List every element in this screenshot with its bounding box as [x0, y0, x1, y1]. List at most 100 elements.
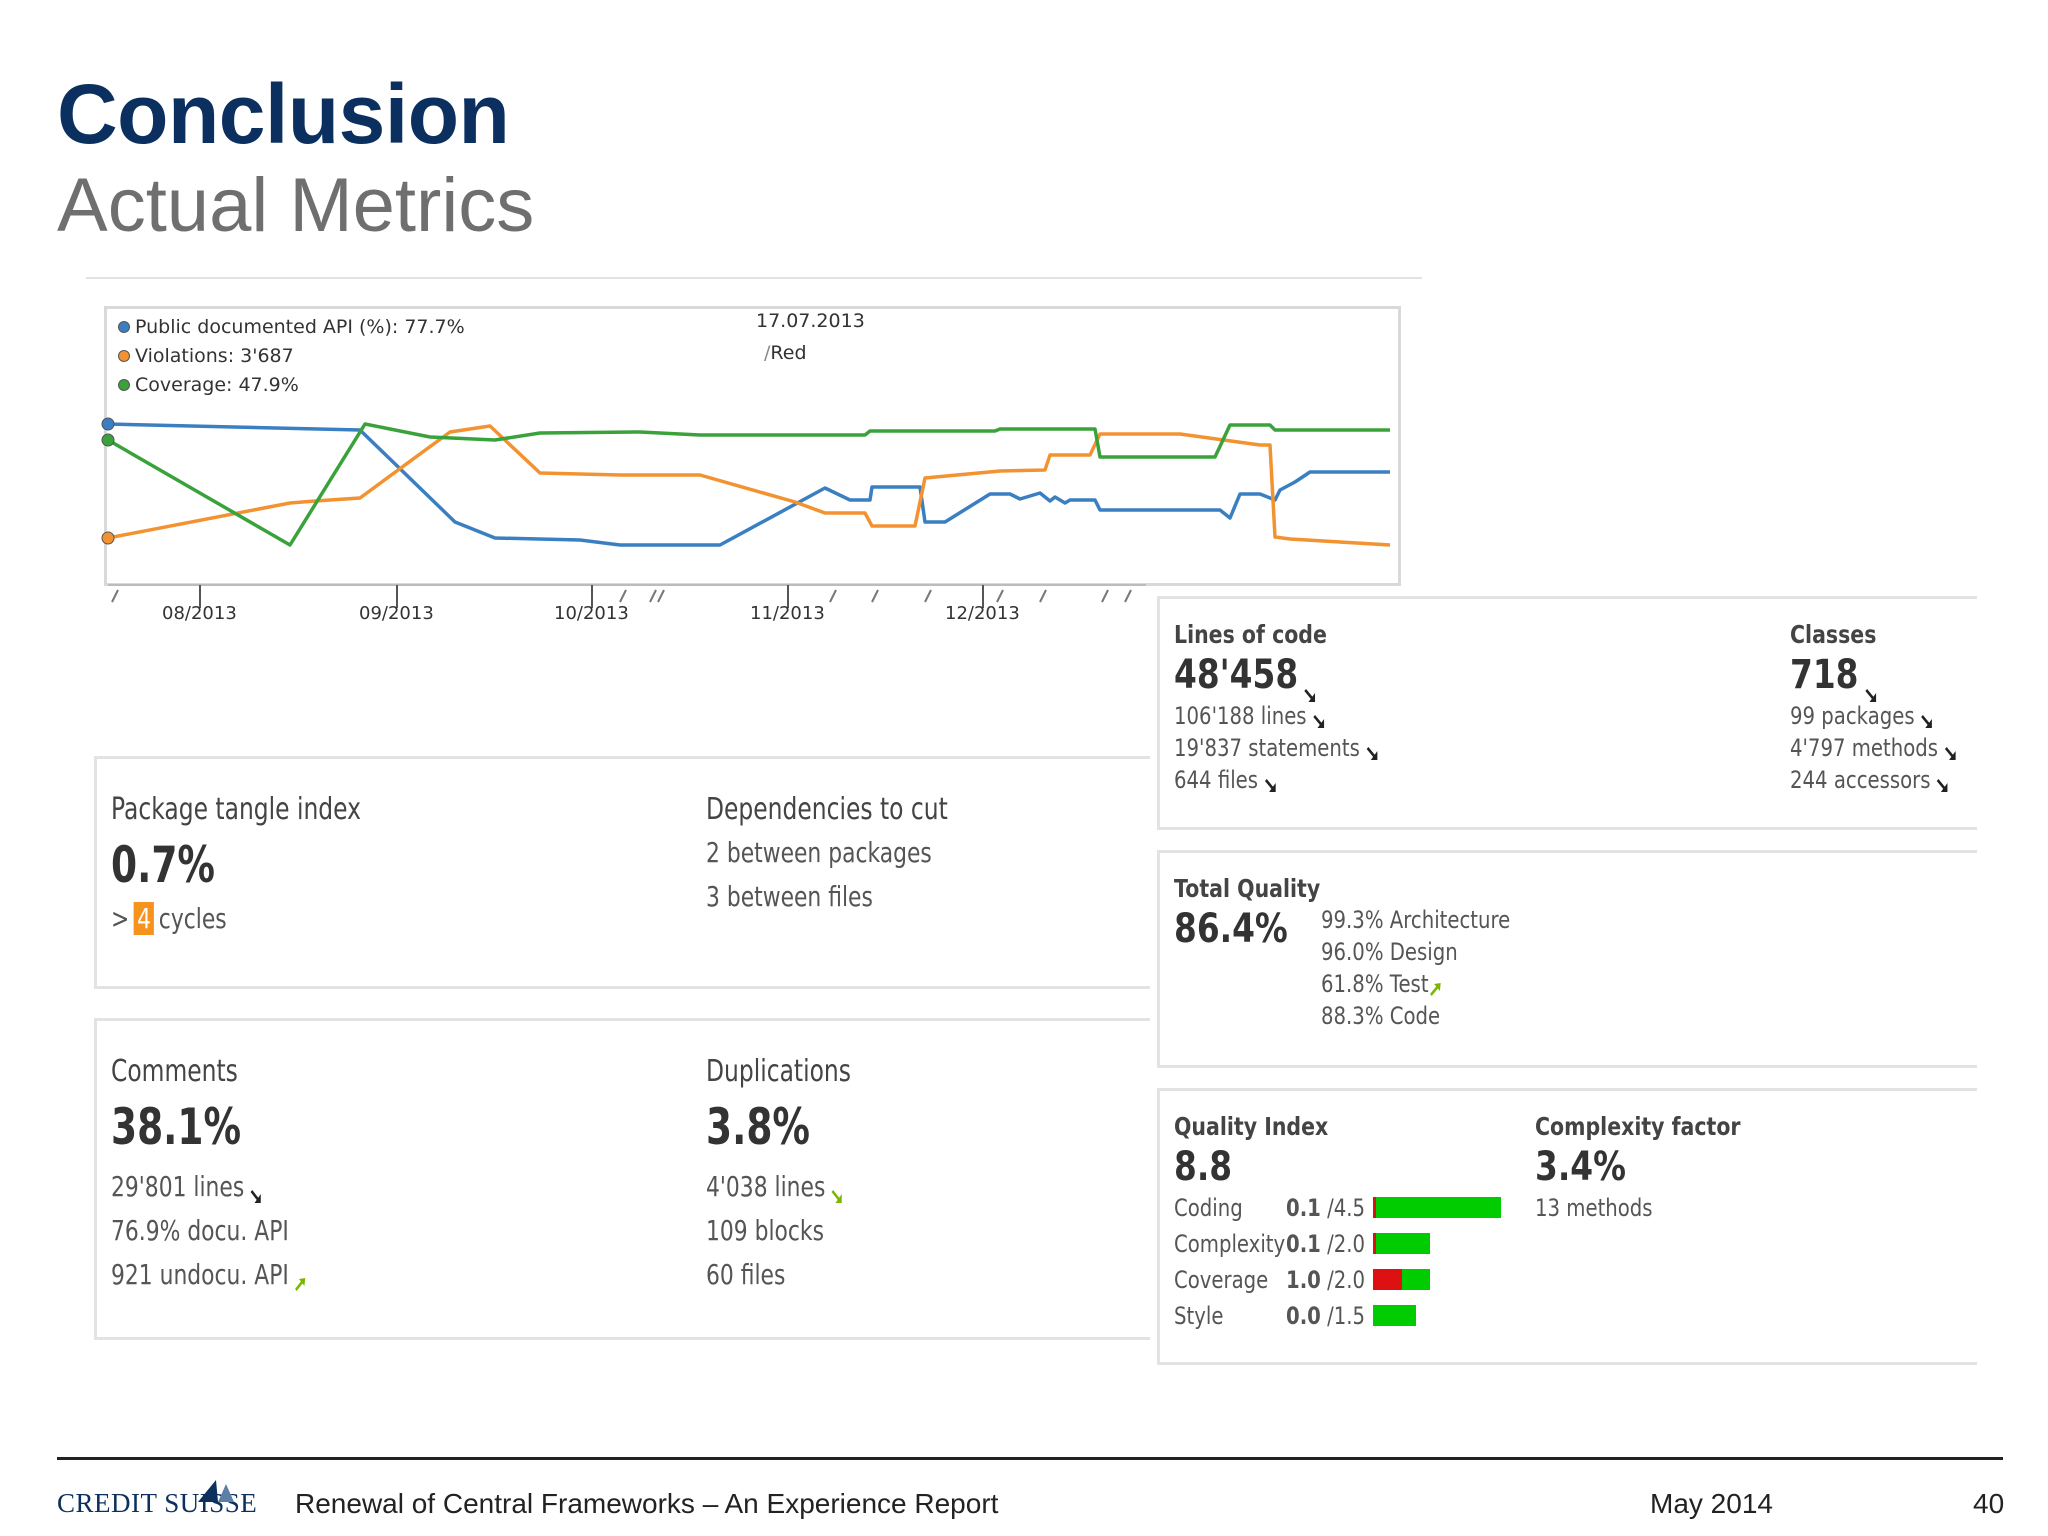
axis-break-mark — [649, 589, 657, 603]
qi-bar-penalty — [1373, 1269, 1402, 1290]
cycles-count-badge[interactable]: 4 — [133, 902, 155, 935]
quality-design[interactable]: 96.0% Design — [1321, 938, 1458, 966]
chart-date: 17.07.2013 — [756, 310, 865, 332]
physical-lines[interactable]: 106'188 lines — [1174, 702, 1326, 730]
series-start-point[interactable] — [101, 531, 115, 545]
api-series-line — [107, 422, 1390, 547]
comments-panel — [94, 1018, 1150, 1340]
qi-row-score[interactable]: 0.1 /4.5 — [1286, 1194, 1366, 1222]
trend-down-icon — [1920, 708, 1935, 728]
comments-label: Comments — [111, 1054, 238, 1089]
comments-lines[interactable]: 29'801 lines — [111, 1170, 263, 1203]
legend-label: Coverage: 47.9% — [135, 373, 299, 396]
metrics-chart — [101, 417, 1391, 608]
x-tick-label: 08/2013 — [162, 603, 237, 624]
coverage-series-line — [107, 422, 1390, 547]
qi-row-score[interactable]: 0.1 /2.0 — [1286, 1230, 1366, 1258]
lines-of-code-label: Lines of code — [1174, 620, 1327, 649]
duplications-lines[interactable]: 4'038 lines — [706, 1170, 844, 1203]
duplications-files[interactable]: 60 files — [706, 1258, 786, 1291]
packages-count[interactable]: 99 packages — [1790, 702, 1934, 730]
axis-break-mark — [924, 589, 932, 603]
trend-down-icon — [1365, 740, 1380, 760]
dependencies-packages[interactable]: 2 between packages — [706, 836, 932, 869]
quality-test[interactable]: 61.8% Test — [1321, 970, 1443, 998]
total-quality-label: Total Quality — [1174, 874, 1321, 903]
axis-break-mark — [871, 589, 879, 603]
axis-break-mark — [657, 589, 665, 603]
package-tangle-panel — [94, 756, 1150, 989]
legend-item[interactable]: Violations: 3'687 — [118, 341, 465, 370]
lines-of-code-value[interactable]: 48'458 — [1174, 652, 1318, 702]
trend-down-icon — [1303, 668, 1318, 702]
qi-row-name: Coverage — [1174, 1266, 1269, 1294]
size-panel — [1157, 596, 1977, 830]
title-divider — [86, 277, 1422, 279]
trend-down-icon — [1263, 772, 1278, 792]
axis-break-mark — [1101, 589, 1109, 603]
duplications-label: Duplications — [706, 1054, 851, 1089]
qi-row-score[interactable]: 0.0 /1.5 — [1286, 1302, 1366, 1330]
quality-architecture[interactable]: 99.3% Architecture — [1321, 906, 1511, 934]
footer-divider — [57, 1457, 2003, 1460]
qi-row-score[interactable]: 1.0 /2.0 — [1286, 1266, 1366, 1294]
duplications-blocks[interactable]: 109 blocks — [706, 1214, 824, 1247]
duplications-value[interactable]: 3.8% — [706, 1098, 811, 1156]
qi-bar-remaining — [1401, 1269, 1430, 1290]
complexity-factor-value[interactable]: 3.4% — [1535, 1144, 1626, 1190]
quality-index-value[interactable]: 8.8 — [1174, 1144, 1233, 1190]
trend-down-icon — [249, 1179, 263, 1203]
legend-item[interactable]: Public documented API (%): 77.7% — [118, 312, 465, 341]
package-tangle-value[interactable]: 0.7% — [111, 836, 216, 894]
classes-value[interactable]: 718 — [1790, 652, 1878, 702]
package-cycles: >4 cycles — [111, 902, 227, 935]
footer-date: May 2014 — [1650, 1488, 1773, 1519]
qi-row-bar[interactable] — [1373, 1233, 1430, 1254]
qi-row-name: Complexity — [1174, 1230, 1286, 1258]
series-start-point[interactable] — [101, 433, 115, 447]
axis-break-mark — [1039, 589, 1047, 603]
axis-break-mark — [1124, 589, 1132, 603]
total-quality-value[interactable]: 86.4% — [1174, 906, 1288, 952]
legend-dot-icon — [118, 349, 130, 362]
statements[interactable]: 19'837 statements — [1174, 734, 1380, 762]
dependencies-files[interactable]: 3 between files — [706, 880, 873, 913]
trend-down-icon — [1311, 708, 1326, 728]
complexity-factor-label: Complexity factor — [1535, 1112, 1741, 1141]
qi-bar-penalty — [1373, 1233, 1376, 1254]
trend-down-icon — [1863, 668, 1878, 702]
page-number: 40 — [1973, 1488, 2005, 1519]
axis-break-mark — [111, 589, 119, 603]
qi-row-bar[interactable] — [1373, 1197, 1502, 1218]
trend-down-icon — [1943, 740, 1958, 760]
qi-row-bar[interactable] — [1373, 1305, 1416, 1326]
accessors-count[interactable]: 244 accessors — [1790, 766, 1950, 794]
trend-up-green-icon — [294, 1267, 308, 1292]
comments-undocumented-api[interactable]: 921 undocu. API — [111, 1258, 308, 1292]
slide-title: Conclusion — [57, 67, 510, 161]
x-tick-label: 12/2013 — [945, 603, 1020, 624]
x-tick-label: 09/2013 — [359, 603, 434, 624]
comments-value[interactable]: 38.1% — [111, 1098, 242, 1156]
legend-item[interactable]: Coverage: 47.9% — [118, 370, 465, 399]
legend-label: Violations: 3'687 — [135, 344, 294, 367]
qi-row-bar[interactable] — [1373, 1269, 1430, 1290]
sails-logo-icon — [198, 1480, 234, 1502]
qi-bar-remaining — [1376, 1233, 1430, 1254]
series-start-point[interactable] — [101, 417, 115, 431]
dependencies-label: Dependencies to cut — [706, 792, 948, 827]
comments-documented-api[interactable]: 76.9% docu. API — [111, 1214, 289, 1247]
legend-dot-icon — [118, 320, 130, 333]
complexity-methods[interactable]: 13 methods — [1535, 1194, 1653, 1222]
methods-count[interactable]: 4'797 methods — [1790, 734, 1958, 762]
qi-bar-remaining — [1373, 1305, 1416, 1326]
legend-dot-icon — [118, 378, 130, 391]
qi-bar-remaining — [1376, 1197, 1502, 1218]
files-count[interactable]: 644 files — [1174, 766, 1278, 794]
qi-row-name: Coding — [1174, 1194, 1243, 1222]
total-quality-panel — [1157, 850, 1977, 1068]
axis-break-mark — [619, 589, 627, 603]
axis-break-mark — [996, 589, 1004, 603]
package-tangle-label: Package tangle index — [111, 792, 361, 827]
quality-code[interactable]: 88.3% Code — [1321, 1002, 1441, 1030]
